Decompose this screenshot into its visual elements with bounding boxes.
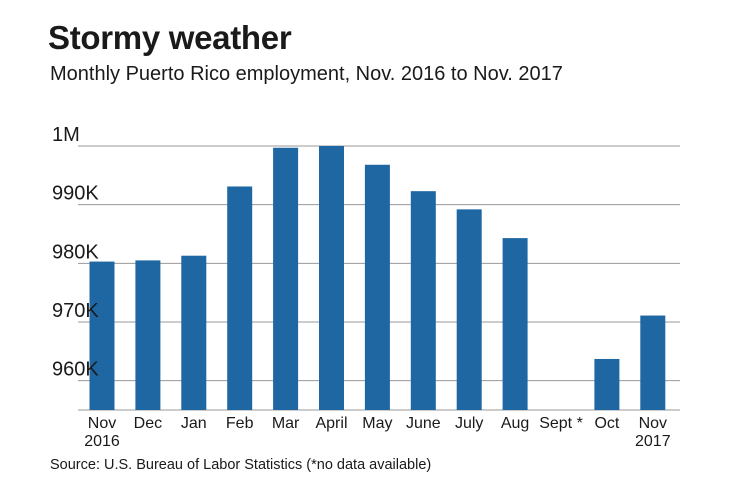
bar: [502, 238, 528, 410]
source-note: Source: U.S. Bureau of Labor Statistics …: [50, 457, 432, 473]
y-tick-label: 970K: [52, 300, 99, 322]
x-tick-label: 2016: [84, 433, 120, 450]
bar: [89, 261, 115, 410]
x-tick-label: Oct: [594, 415, 619, 432]
chart-title: Stormy weather: [48, 19, 292, 56]
x-tick-label: Nov: [639, 415, 667, 432]
y-tick-label: 980K: [52, 241, 99, 263]
bar: [640, 315, 666, 410]
y-tick-label: 1M: [52, 124, 80, 146]
x-tick-label: Dec: [134, 415, 162, 432]
x-tick-label: May: [362, 415, 392, 432]
bar: [456, 209, 482, 410]
x-tick-label: July: [455, 415, 483, 432]
bar: [227, 186, 253, 410]
x-tick-label: 2017: [635, 433, 671, 450]
bar: [410, 191, 436, 410]
y-tick-label: 960K: [52, 359, 99, 381]
bar: [364, 164, 390, 410]
x-tick-label: Feb: [226, 415, 254, 432]
x-tick-label: Jan: [181, 415, 207, 432]
bar: [135, 260, 161, 410]
x-tick-label: Nov: [88, 415, 116, 432]
bar: [594, 358, 620, 410]
y-tick-label: 990K: [52, 183, 99, 205]
x-tick-label: Sept *: [539, 415, 583, 432]
chart-subtitle: Monthly Puerto Rico employment, Nov. 201…: [50, 63, 563, 85]
bar: [181, 255, 207, 410]
x-tick-label: Mar: [272, 415, 300, 432]
x-tick-label: April: [315, 415, 347, 432]
bar: [319, 146, 344, 410]
x-tick-label: Aug: [501, 415, 529, 432]
x-tick-label: June: [406, 415, 441, 432]
bar-layer: [89, 146, 666, 410]
bar: [273, 147, 299, 410]
